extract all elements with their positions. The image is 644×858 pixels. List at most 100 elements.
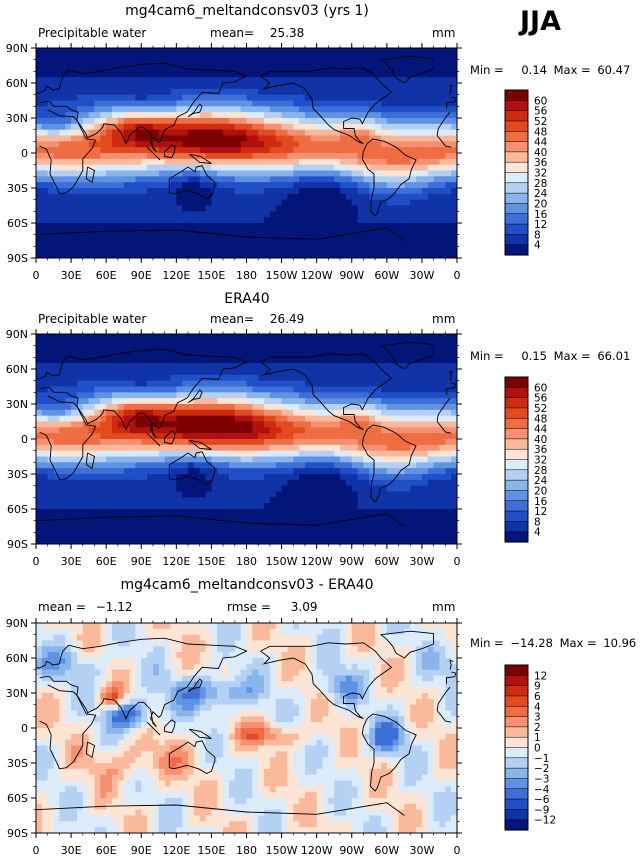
field-cell: [47, 369, 55, 376]
field-cell: [421, 147, 429, 154]
field-cell: [193, 170, 201, 177]
field-cell: [36, 392, 43, 399]
field-cell: [299, 363, 306, 370]
field-cell: [258, 176, 265, 183]
field-cell: [123, 433, 131, 440]
field-cell: [106, 176, 113, 183]
field-cell: [421, 415, 429, 423]
field-cell: [82, 65, 90, 72]
field-cell: [117, 369, 125, 376]
field-cell: [351, 53, 359, 61]
field-cell: [129, 380, 137, 388]
field-cell: [439, 123, 446, 131]
field-cell: [281, 112, 289, 119]
field-cell: [380, 88, 388, 96]
field-cell: [445, 357, 452, 364]
field-cell: [439, 357, 446, 364]
field-cell: [433, 474, 441, 481]
field-cell: [129, 59, 137, 67]
field-cell: [217, 363, 224, 370]
field-cell: [299, 392, 306, 399]
field-cell: [334, 188, 341, 195]
field-cell: [123, 100, 131, 107]
field-cell: [65, 193, 72, 201]
field-cell: [223, 252, 230, 258]
field-cell: [328, 439, 335, 446]
field-cell: [275, 158, 283, 166]
field-cell: [36, 363, 43, 370]
field-cell: [141, 176, 148, 183]
field-cell: [176, 497, 183, 504]
field-cell: [316, 345, 324, 353]
field-cell: [217, 334, 224, 341]
field-cell: [340, 468, 347, 475]
field-cell: [205, 409, 213, 417]
field-cell: [445, 123, 452, 131]
field-cell: [41, 147, 49, 154]
field-cell: [421, 380, 429, 388]
field-cell: [176, 199, 183, 207]
field-cell: [193, 252, 201, 258]
field-cell: [310, 77, 318, 84]
field-cell: [47, 468, 55, 475]
field-cell: [182, 123, 189, 131]
field-cell: [36, 59, 43, 67]
field-cell: [304, 65, 312, 72]
field-cell: [392, 176, 400, 183]
field-cell: [234, 123, 242, 131]
field-cell: [299, 334, 306, 341]
field-cell: [53, 59, 60, 67]
field-cell: [41, 444, 49, 452]
field-cell: [322, 188, 329, 195]
field-cell: [433, 351, 441, 358]
field-cell: [345, 246, 353, 253]
field-cell: [88, 334, 96, 341]
field-cell: [445, 205, 452, 212]
field-cell: [340, 205, 347, 212]
field-cell: [53, 182, 60, 189]
field-cell: [334, 83, 341, 90]
field-cell: [421, 182, 429, 189]
field-cell: [152, 53, 160, 61]
field-cell: [357, 369, 365, 376]
field-cell: [275, 53, 283, 61]
field-cell: [322, 59, 329, 67]
field-cell: [36, 193, 43, 201]
field-cell: [310, 59, 318, 67]
field-cell: [170, 188, 177, 195]
field-cell: [147, 427, 154, 434]
field-cell: [421, 158, 429, 166]
field-cell: [427, 83, 435, 90]
field-cell: [71, 193, 78, 201]
field-cell: [36, 468, 43, 475]
field-cell: [199, 100, 207, 107]
field-cell: [287, 135, 294, 142]
field-cell: [340, 59, 347, 67]
field-cell: [41, 182, 49, 189]
field-cell: [357, 77, 365, 84]
field-cell: [141, 398, 148, 405]
field-cell: [205, 53, 213, 61]
field-cell: [36, 100, 43, 107]
field-cell: [416, 497, 423, 504]
field-cell: [439, 398, 446, 405]
field-cell: [451, 118, 457, 125]
field-cell: [240, 433, 248, 440]
field-cell: [451, 363, 457, 370]
field-cell: [170, 141, 177, 148]
field-cell: [375, 48, 382, 55]
field-cell: [147, 94, 154, 102]
field-cell: [281, 65, 289, 72]
field-cell: [334, 123, 341, 131]
field-cell: [369, 112, 376, 119]
field-cell: [427, 100, 435, 107]
lat-tick-label: 90S: [7, 252, 28, 265]
field-cell: [363, 193, 370, 201]
field-cell: [380, 158, 388, 166]
field-cell: [176, 71, 183, 78]
field-cell: [129, 228, 137, 236]
field-cell: [369, 48, 376, 55]
field-cell: [100, 380, 107, 388]
field-cell: [310, 369, 318, 376]
field-cell: [363, 345, 370, 353]
